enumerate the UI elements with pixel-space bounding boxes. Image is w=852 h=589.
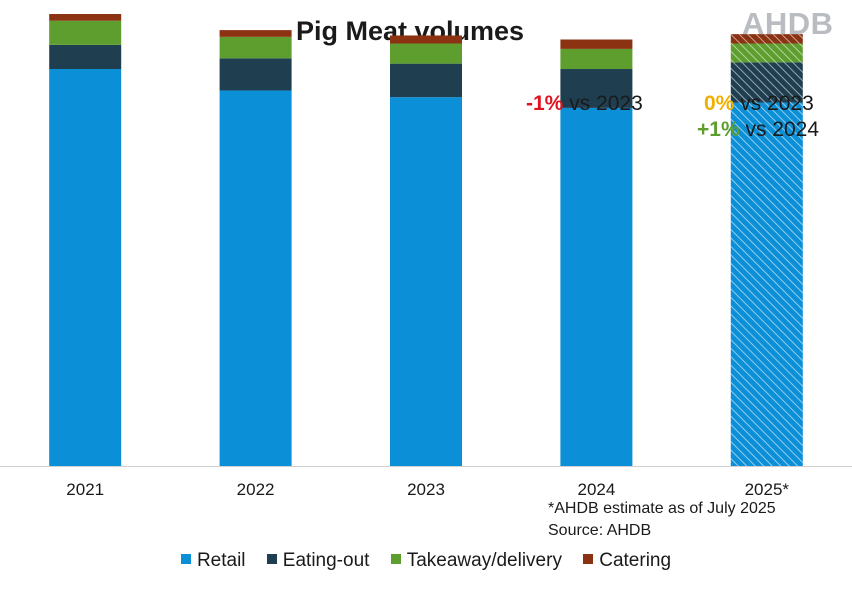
footnote-estimate: *AHDB estimate as of July 2025 — [548, 500, 776, 517]
estimate-hatch — [730, 62, 803, 103]
x-tick-label: 2021 — [66, 480, 104, 499]
legend-swatch — [390, 553, 401, 564]
legend-item-retail: Retail — [180, 550, 246, 572]
bar-segment-retail-2024 — [560, 107, 633, 466]
bar-segment-eating-out-2022 — [219, 58, 292, 91]
annotation-2024-pct: -1% — [526, 92, 564, 115]
footnote-source: Source: AHDB — [548, 522, 652, 539]
annotation-2025a-text: vs 2023 — [734, 92, 814, 115]
bar-segment-catering-2021 — [49, 14, 122, 21]
annotation-2024-text: vs 2023 — [563, 92, 643, 115]
bar-segment-retail-2022 — [219, 90, 292, 467]
bar-segment-takeaway-delivery-2024 — [560, 48, 633, 70]
estimate-hatch — [730, 102, 803, 467]
bar-segment-catering-2024 — [560, 39, 633, 49]
bar-segment-retail-2023 — [390, 97, 462, 467]
annotation-2025-vs-2024: +1% vs 2024 — [697, 118, 819, 142]
bar-segment-takeaway-delivery-2022 — [219, 36, 292, 59]
legend-label: Catering — [599, 550, 672, 571]
legend-label: Eating-out — [282, 550, 370, 571]
legend-swatch — [266, 553, 277, 564]
legend-label: Retail — [196, 550, 246, 571]
estimate-hatch — [730, 43, 803, 63]
annotation-2025a-pct: 0% — [704, 92, 735, 115]
annotation-2025b-text: vs 2024 — [739, 118, 820, 141]
bar-segment-catering-2022 — [219, 30, 292, 37]
annotation-2025b-pct: +1% — [697, 118, 740, 141]
bar-segment-retail-2021 — [49, 69, 122, 466]
x-tick-label: 2025* — [745, 480, 790, 499]
bar-segment-takeaway-delivery-2021 — [49, 20, 122, 45]
legend-item-takeaway: Takeaway/delivery — [390, 550, 562, 572]
legend-item-eating-out: Eating-out — [266, 550, 370, 572]
annotation-2024: -1% vs 2023 — [526, 92, 643, 116]
bar-segment-eating-out-2024 — [560, 69, 633, 108]
x-tick-label: 2022 — [237, 480, 275, 499]
estimate-hatch — [730, 34, 803, 44]
x-tick-label: 2024 — [577, 480, 615, 499]
bar-segment-catering-2023 — [390, 35, 462, 44]
annotation-2025-vs-2023: 0% vs 2023 — [704, 92, 814, 116]
bar-segment-eating-out-2021 — [49, 44, 122, 70]
chart-legend: Retail Eating-out Takeaway/delivery Cate… — [0, 550, 852, 572]
bar-segment-takeaway-delivery-2023 — [390, 43, 462, 64]
legend-swatch — [583, 553, 594, 564]
legend-label: Takeaway/delivery — [406, 550, 562, 571]
x-tick-label: 2023 — [407, 480, 445, 499]
bar-segment-eating-out-2023 — [390, 63, 462, 98]
legend-swatch — [180, 553, 191, 564]
legend-item-catering: Catering — [583, 550, 671, 572]
